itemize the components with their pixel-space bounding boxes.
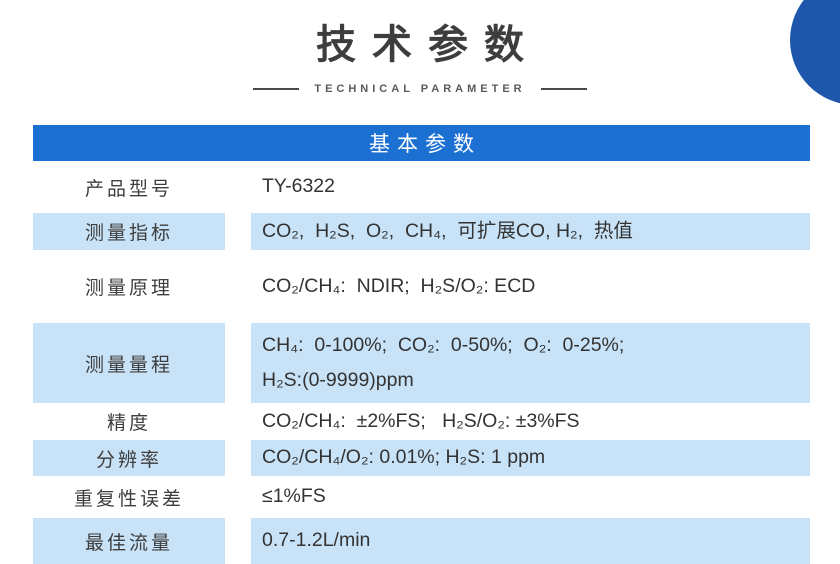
subtitle-right-rule — [540, 88, 587, 90]
table-row-measured-gases: 测量指标 CO₂, H₂S, O₂, CH₄, 可扩展CO, H₂, 热值 — [33, 213, 810, 250]
column-gap — [225, 250, 251, 323]
section-header: 基本参数 — [33, 125, 810, 161]
table-row-measure-principle: 测量原理 CO₂/CH₄: NDIR; H₂S/O₂: ECD — [33, 250, 810, 323]
row-value: CO₂/CH₄: NDIR; H₂S/O₂: ECD — [262, 274, 536, 297]
row-label: 重复性误差 — [73, 488, 184, 510]
row-label: 测量量程 — [33, 323, 225, 403]
row-value: CO₂/CH₄: ±2%FS; H₂S/O₂: ±3%FS — [262, 409, 580, 432]
table-row-resolution: 分辨率 CO₂/CH₄/O₂: 0.01%; H₂S: 1 ppm — [33, 440, 810, 476]
row-label: 测量原理 — [84, 278, 173, 299]
table-row-measure-range: 测量量程 CH₄: 0-100%; CO₂: 0-50%; O₂: 0-25%;… — [33, 323, 810, 403]
row-label: 产品型号 — [84, 178, 173, 200]
table-row-optimal-flow: 最佳流量 0.7-1.2L/min — [33, 518, 810, 564]
subtitle-left-rule — [253, 88, 300, 90]
row-label: 最佳流量 — [33, 518, 225, 564]
table-row-product-model: 产品型号 TY-6322 — [33, 161, 810, 213]
title-block: 技术参数 TECHNICAL PARAMETER — [0, 0, 840, 95]
column-gap — [225, 161, 251, 213]
row-label: 测量指标 — [33, 213, 225, 250]
column-gap — [225, 440, 251, 476]
row-value: TY-6322 — [262, 175, 336, 198]
page-subtitle: TECHNICAL PARAMETER — [314, 83, 526, 95]
row-value: CO₂/CH₄/O₂: 0.01%; H₂S: 1 ppm — [251, 440, 810, 476]
column-gap — [225, 403, 251, 440]
table-row-accuracy: 精度 CO₂/CH₄: ±2%FS; H₂S/O₂: ±3%FS — [33, 403, 810, 440]
column-gap — [225, 323, 251, 403]
row-value: 0.7-1.2L/min — [251, 518, 810, 564]
table-row-repeatability-error: 重复性误差 ≤1%FS — [33, 476, 810, 518]
row-value: CH₄: 0-100%; CO₂: 0-50%; O₂: 0-25%; H₂S:… — [251, 323, 810, 403]
page-title: 技术参数 — [316, 23, 540, 67]
column-gap — [225, 213, 251, 250]
column-gap — [225, 518, 251, 564]
column-gap — [225, 476, 251, 518]
row-value: ≤1%FS — [262, 485, 326, 508]
spec-table: 基本参数 产品型号 TY-6322 测量指标 CO₂, H₂S, O₂, CH₄… — [33, 125, 810, 564]
row-value: CO₂, H₂S, O₂, CH₄, 可扩展CO, H₂, 热值 — [251, 213, 810, 250]
row-label: 精度 — [106, 413, 151, 434]
subtitle-row: TECHNICAL PARAMETER — [0, 83, 840, 95]
row-label: 分辨率 — [33, 440, 225, 476]
